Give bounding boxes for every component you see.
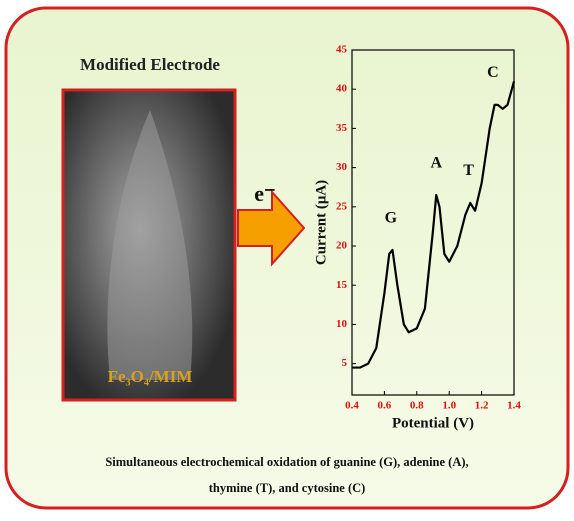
page: {"heading": "Modified Electrode", "elect… <box>0 0 574 516</box>
y-tick-label: 25 <box>336 200 348 212</box>
caption-line: thymine (T), and cytosine (C) <box>209 481 366 495</box>
graphical-abstract: Modified Electrode Fe₃O₄/MIM e⁻ Simultan… <box>0 0 574 516</box>
y-tick-label: 15 <box>336 279 348 291</box>
y-tick-label: 35 <box>336 122 348 134</box>
heading: Modified Electrode <box>80 55 220 74</box>
x-axis-label: Potential (V) <box>392 415 474 431</box>
y-tick-label: 5 <box>342 357 348 369</box>
y-tick-label: 30 <box>336 161 348 173</box>
y-tick-label: 10 <box>336 318 348 330</box>
x-tick-label: 1.4 <box>507 400 521 412</box>
x-tick-label: 0.6 <box>378 400 392 412</box>
y-tick-label: 45 <box>336 44 348 56</box>
material-label: Fe₃O₄/MIM <box>108 367 193 386</box>
peak-label: G <box>385 209 398 226</box>
y-tick-label: 40 <box>336 83 348 95</box>
x-tick-label: 1.0 <box>442 400 456 412</box>
x-tick-label: 1.2 <box>475 400 489 412</box>
x-tick-label: 0.8 <box>410 400 424 412</box>
caption-line: Simultaneous electrochemical oxidation o… <box>105 455 468 469</box>
peak-label: A <box>430 154 442 171</box>
y-axis-label: Current (μA) <box>313 180 329 265</box>
x-tick-label: 0.4 <box>345 400 359 412</box>
y-tick-label: 20 <box>336 240 348 252</box>
peak-label: T <box>463 162 474 179</box>
peak-label: C <box>487 64 499 81</box>
electron-label: e⁻ <box>254 181 275 206</box>
